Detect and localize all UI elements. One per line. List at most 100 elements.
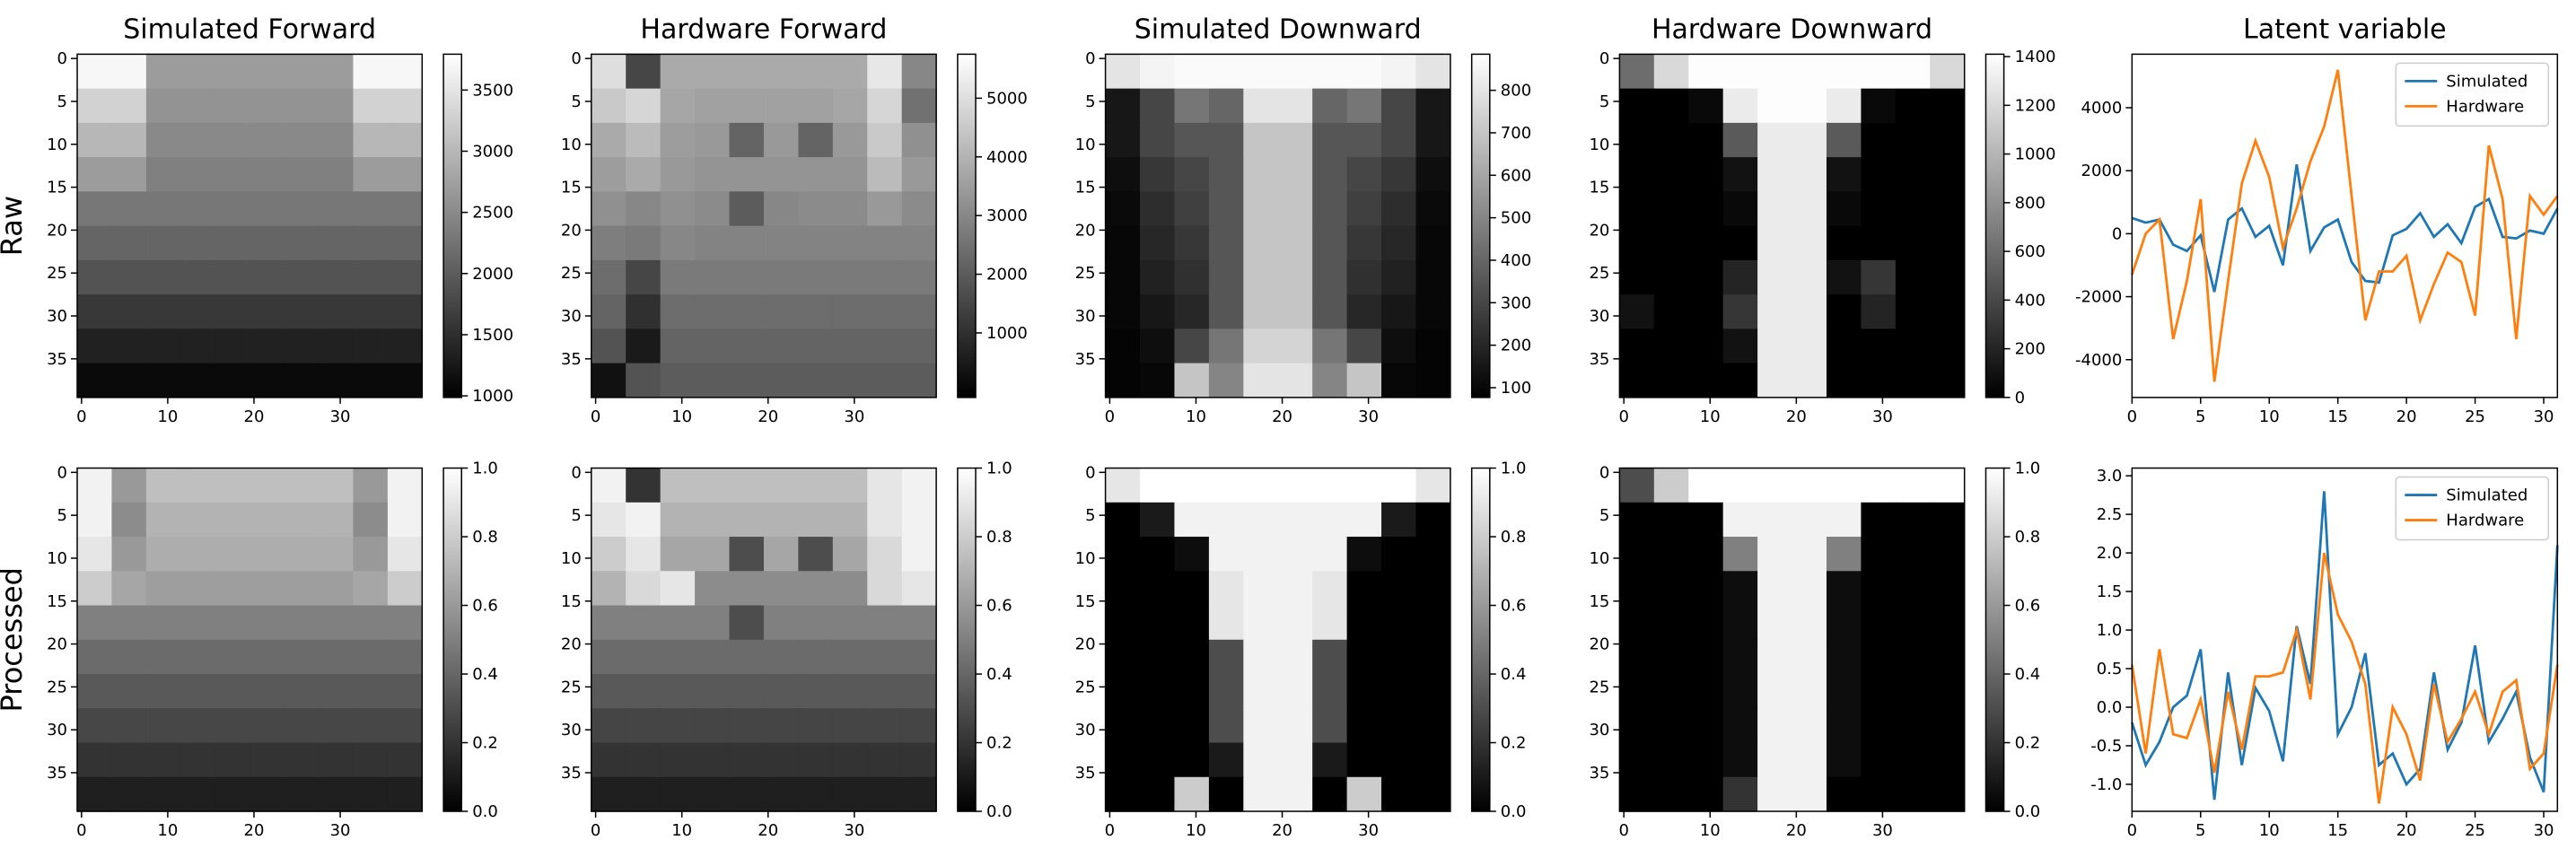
heatmap-cell [1415,742,1451,778]
heatmap-cell [695,537,731,572]
heatmap-cell [660,88,696,124]
heatmap-cell [763,742,799,778]
colorbar [957,467,977,812]
y-tick-label: 30 [47,307,67,326]
colorbar-tick-label: 0.0 [1501,802,1527,821]
heatmap-cell [626,328,662,364]
heatmap-cell [729,708,765,744]
heatmap-cell [387,328,423,364]
colorbar-tick-label: 2500 [472,204,513,223]
colorbar-tick-label: 800 [1501,82,1531,101]
x-tick-label: 0 [591,821,600,840]
heatmap-cell [763,363,799,398]
subplot: Hardware Downward02004006008001000120014… [1589,13,2055,425]
heatmap-cell [1688,294,1724,329]
heatmap-cell [1757,674,1793,709]
heatmap-cell [284,605,320,641]
heatmap-cell [250,537,285,572]
heatmap-cell [1895,54,1931,90]
heatmap-cell [215,88,250,124]
heatmap-cell [695,328,731,364]
heatmap-cell [1174,88,1210,124]
heatmap-cell [832,776,868,812]
heatmap-cell [1722,571,1758,607]
heatmap-cell [1346,537,1382,572]
heatmap-cell [901,54,937,90]
y-tick-label: 5 [571,506,581,525]
heatmap-cell [626,259,662,295]
colorbar-tick-label: 1400 [2015,48,2056,66]
heatmap-cell [763,328,799,364]
heatmap-cell [867,537,903,572]
heatmap-cell [111,605,147,641]
x-tick-label: 25 [2465,407,2485,426]
heatmap-cell [319,674,355,709]
heatmap-cell [1930,468,1966,503]
heatmap-cell [1208,605,1244,641]
heatmap-cell [1861,537,1897,572]
heatmap-cell [145,122,181,158]
heatmap-cell [1826,776,1862,812]
heatmap-cell [1208,537,1244,572]
heatmap-cell [353,468,389,503]
heatmap-cell [284,88,320,124]
heatmap-cell [180,571,216,607]
heatmap-cell [1174,639,1210,675]
heatmap-cell [1243,122,1279,158]
heatmap-cell [180,157,216,192]
colorbar-tick-label: 100 [1501,379,1531,398]
heatmap-cell [901,294,937,329]
subplot-title: Hardware Downward [1652,13,1932,45]
heatmap-cell [215,468,250,503]
y-tick-label: 2.0 [2097,544,2123,563]
heatmap-cell [1243,259,1279,295]
heatmap-cell [1277,776,1313,812]
heatmap-cell [1174,157,1210,192]
heatmap-cell [729,328,765,364]
heatmap-cell [180,259,216,295]
heatmap-cell [1140,571,1176,607]
heatmap-cell [1722,294,1758,329]
heatmap-cell [901,708,937,744]
heatmap-cell [1346,328,1382,364]
heatmap-cell [1930,294,1966,329]
heatmap-cell [1826,742,1862,778]
y-tick-label: 20 [1589,221,1609,240]
heatmap-cell [1688,363,1724,398]
heatmap-cell [1312,259,1348,295]
heatmap-cell [1688,88,1724,124]
heatmap-cell [832,54,868,90]
y-tick-label: 25 [1075,678,1096,696]
heatmap-cell [1792,708,1827,744]
heatmap-cell [1208,708,1244,744]
heatmap-cell [1346,88,1382,124]
heatmap-cell [1174,674,1210,709]
x-tick-label: 30 [844,821,864,840]
colorbar-tick-label: 1.0 [472,460,498,478]
heatmap-cell [591,191,626,227]
heatmap-cell [1140,225,1176,261]
heatmap-cell [867,674,903,709]
heatmap-cell [284,191,320,227]
heatmap-cell [180,468,216,503]
y-tick-label: 5 [1085,92,1095,111]
heatmap-cell [695,54,731,90]
heatmap-cell [1174,742,1210,778]
heatmap-cell [1381,537,1417,572]
heatmap-cell [1792,122,1827,158]
heatmap-cell [695,157,731,192]
heatmap-cell [145,88,181,124]
heatmap-cell [591,122,626,158]
heatmap-cell [1826,157,1862,192]
heatmap-cell [145,537,181,572]
heatmap-cell [111,294,147,329]
heatmap-cell [798,294,834,329]
y-tick-label: 20 [1075,635,1096,654]
colorbar [1470,467,1491,812]
heatmap-cell [77,122,113,158]
colorbar-tick-label: 1000 [472,387,513,406]
heatmap-cell [77,294,113,329]
heatmap-cell [111,363,147,398]
heatmap-cell [1619,328,1655,364]
heatmap-cell [180,54,216,90]
